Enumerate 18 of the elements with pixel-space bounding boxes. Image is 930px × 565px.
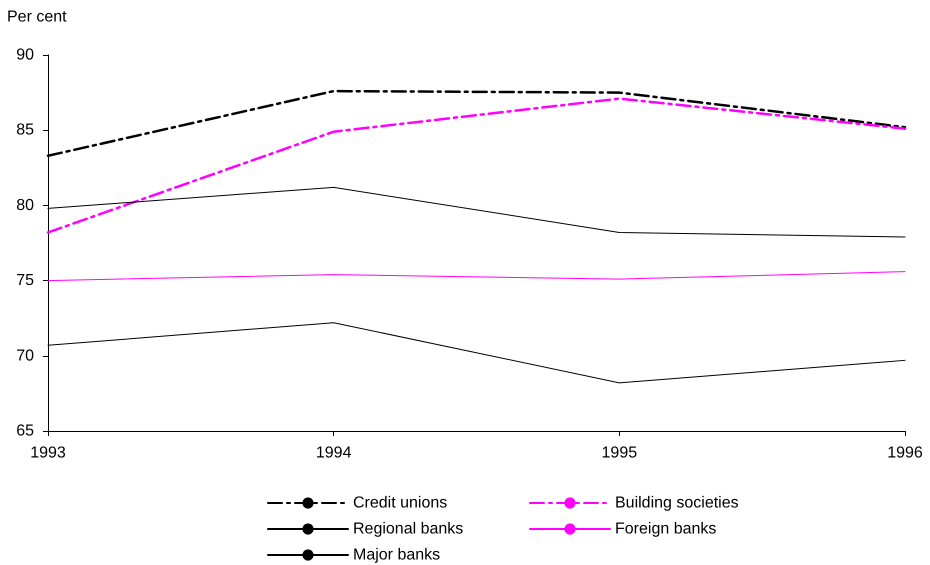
y-tick-label: 90 [16, 46, 34, 64]
y-tick-label: 75 [16, 272, 34, 290]
x-tick-label: 1996 [887, 444, 923, 462]
legend-label: Major banks [353, 546, 440, 564]
legend-label: Credit unions [353, 494, 448, 512]
y-tick-label: 80 [16, 196, 34, 214]
y-tick-label: 65 [16, 422, 34, 440]
line-series [46, 97, 906, 234]
x-tick-label: 1995 [602, 444, 638, 462]
legend-label: Foreign banks [615, 520, 716, 538]
y-axis-title: Per cent [7, 8, 68, 26]
x-tick-label: 1994 [316, 444, 352, 462]
y-tick-label: 70 [16, 347, 34, 364]
legend-label: Building societies [615, 494, 739, 512]
legend-label: Regional banks [353, 520, 464, 538]
x-tick-label: 1993 [30, 444, 66, 462]
line-series [48, 271, 906, 282]
y-tick-label: 85 [16, 122, 34, 139]
